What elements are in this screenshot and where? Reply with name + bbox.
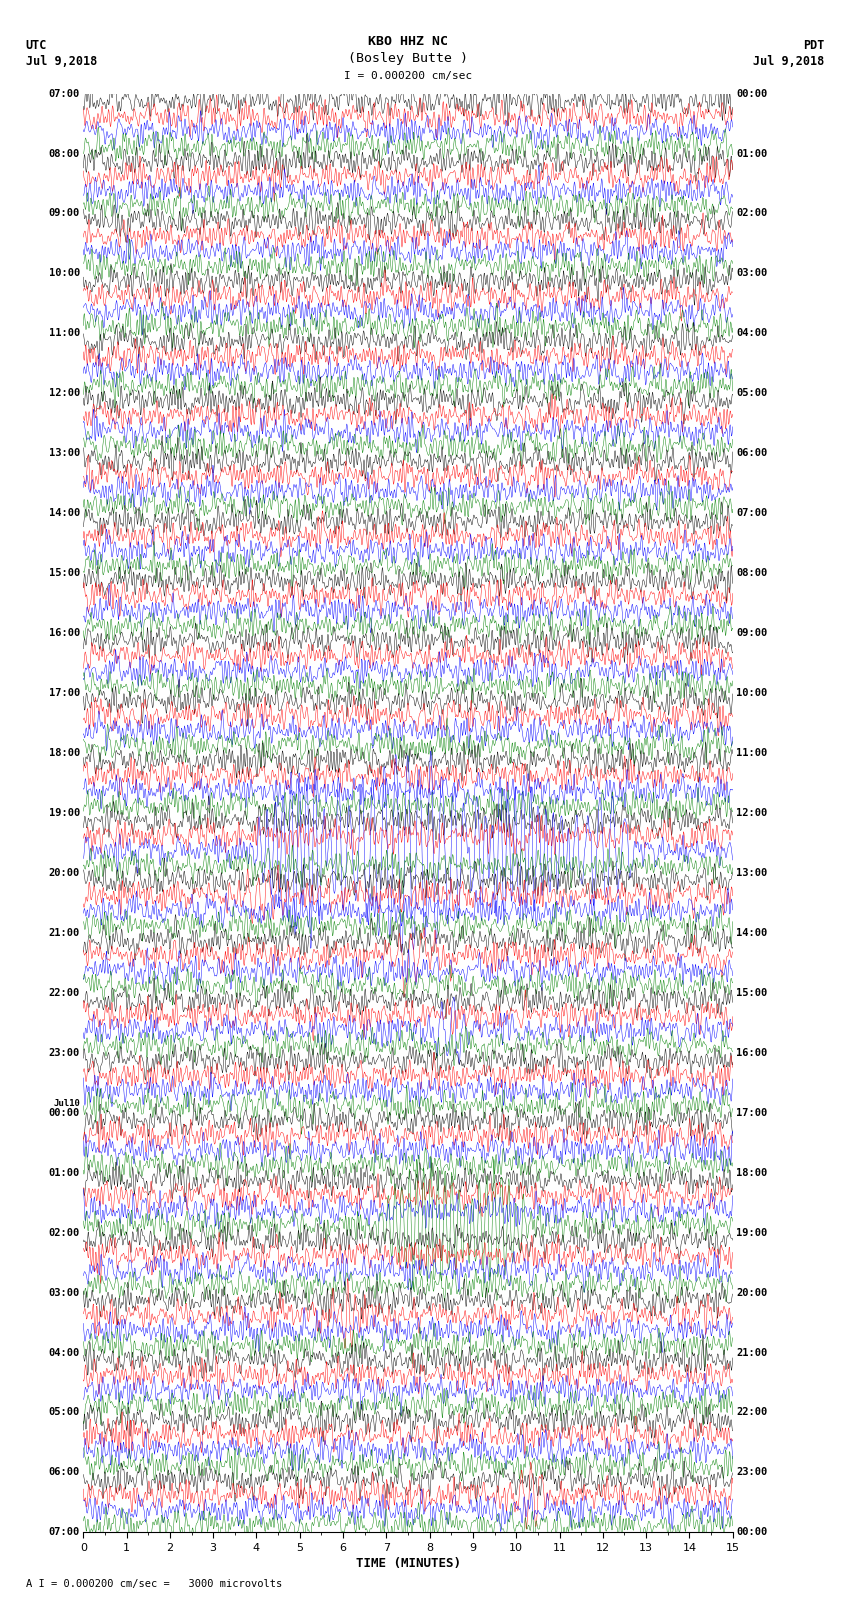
- Text: 23:00: 23:00: [48, 1048, 80, 1058]
- Text: 11:00: 11:00: [736, 748, 768, 758]
- Text: 15:00: 15:00: [48, 568, 80, 577]
- Text: 18:00: 18:00: [48, 748, 80, 758]
- Text: 22:00: 22:00: [736, 1408, 768, 1418]
- Text: 07:00: 07:00: [48, 89, 80, 98]
- Text: 19:00: 19:00: [48, 808, 80, 818]
- Text: 08:00: 08:00: [736, 568, 768, 577]
- Text: 17:00: 17:00: [48, 689, 80, 698]
- Text: PDT: PDT: [803, 39, 824, 52]
- Text: 22:00: 22:00: [48, 987, 80, 998]
- Text: 23:00: 23:00: [736, 1468, 768, 1478]
- Text: 12:00: 12:00: [48, 389, 80, 398]
- Text: 08:00: 08:00: [48, 148, 80, 158]
- Text: (Bosley Butte ): (Bosley Butte ): [348, 52, 468, 65]
- Text: I = 0.000200 cm/sec: I = 0.000200 cm/sec: [344, 71, 472, 81]
- Text: 00:00: 00:00: [48, 1108, 80, 1118]
- Text: 05:00: 05:00: [736, 389, 768, 398]
- Text: 07:00: 07:00: [48, 1528, 80, 1537]
- Text: 13:00: 13:00: [48, 448, 80, 458]
- Text: 04:00: 04:00: [48, 1347, 80, 1358]
- Text: 21:00: 21:00: [48, 927, 80, 937]
- Text: 15:00: 15:00: [736, 987, 768, 998]
- Text: 02:00: 02:00: [48, 1227, 80, 1237]
- Text: 06:00: 06:00: [736, 448, 768, 458]
- Text: Jul 9,2018: Jul 9,2018: [753, 55, 824, 68]
- Text: 00:00: 00:00: [736, 89, 768, 98]
- Text: Jul 9,2018: Jul 9,2018: [26, 55, 97, 68]
- Text: 14:00: 14:00: [48, 508, 80, 518]
- Text: 13:00: 13:00: [736, 868, 768, 877]
- Text: 10:00: 10:00: [736, 689, 768, 698]
- Text: 06:00: 06:00: [48, 1468, 80, 1478]
- Text: KBO HHZ NC: KBO HHZ NC: [368, 35, 448, 48]
- Text: UTC: UTC: [26, 39, 47, 52]
- Text: 20:00: 20:00: [736, 1287, 768, 1297]
- Text: 09:00: 09:00: [736, 627, 768, 639]
- Text: 01:00: 01:00: [48, 1168, 80, 1177]
- X-axis label: TIME (MINUTES): TIME (MINUTES): [355, 1557, 461, 1569]
- Text: 14:00: 14:00: [736, 927, 768, 937]
- Text: 05:00: 05:00: [48, 1408, 80, 1418]
- Text: A I = 0.000200 cm/sec =   3000 microvolts: A I = 0.000200 cm/sec = 3000 microvolts: [26, 1579, 281, 1589]
- Text: 12:00: 12:00: [736, 808, 768, 818]
- Text: 07:00: 07:00: [736, 508, 768, 518]
- Text: 21:00: 21:00: [736, 1347, 768, 1358]
- Text: 11:00: 11:00: [48, 329, 80, 339]
- Text: 03:00: 03:00: [736, 268, 768, 279]
- Text: Jul10: Jul10: [54, 1100, 80, 1108]
- Text: 17:00: 17:00: [736, 1108, 768, 1118]
- Text: 16:00: 16:00: [736, 1048, 768, 1058]
- Text: 16:00: 16:00: [48, 627, 80, 639]
- Text: 01:00: 01:00: [736, 148, 768, 158]
- Text: 03:00: 03:00: [48, 1287, 80, 1297]
- Text: 09:00: 09:00: [48, 208, 80, 218]
- Text: 20:00: 20:00: [48, 868, 80, 877]
- Text: 04:00: 04:00: [736, 329, 768, 339]
- Text: 19:00: 19:00: [736, 1227, 768, 1237]
- Text: 00:00: 00:00: [736, 1528, 768, 1537]
- Text: 18:00: 18:00: [736, 1168, 768, 1177]
- Text: 10:00: 10:00: [48, 268, 80, 279]
- Text: 02:00: 02:00: [736, 208, 768, 218]
